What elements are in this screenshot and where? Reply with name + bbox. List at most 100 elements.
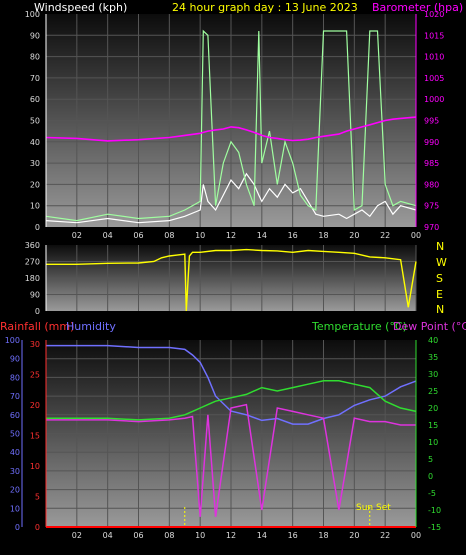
x-tick-label: 12 [226, 231, 236, 240]
baro-y-tick-label: 975 [424, 202, 439, 211]
humidity-y-tick-label: 10 [10, 504, 20, 513]
compass-s: S [436, 272, 443, 285]
x-tick-label: 16 [288, 231, 298, 240]
wind-axis-title: Windspeed (kph) [34, 1, 127, 14]
temp-y-tick-label: 0 [428, 472, 433, 481]
x-tick-label: 18 [318, 531, 328, 540]
temp-y-tick-label: 25 [428, 387, 438, 396]
x-tick-label: 16 [288, 531, 298, 540]
direction-line [46, 248, 417, 312]
x-tick-label: 08 [164, 231, 174, 240]
temp-y-tick-label: -5 [428, 489, 436, 498]
rain-y-tick-label: 5 [35, 493, 40, 502]
temp-y-tick-label: 20 [428, 404, 438, 413]
temp-y-tick-label: 10 [428, 438, 438, 447]
x-tick-label: 06 [133, 231, 143, 240]
humidity-y-tick-label: 60 [10, 411, 20, 420]
humidity-y-tick-label: 40 [10, 448, 20, 457]
temp-y-tick-label: -15 [428, 523, 441, 532]
x-tick-label: 06 [133, 531, 143, 540]
baro-y-tick-label: 1020 [424, 10, 444, 19]
x-tick-label: 22 [380, 531, 390, 540]
dewpoint-axis-title: Dew Point (°C) [393, 320, 466, 333]
x-tick-label: 02 [72, 231, 82, 240]
x-tick-label: 22 [380, 231, 390, 240]
rain-y-tick-label: 0 [35, 523, 40, 532]
temp-y-tick-label: 40 [428, 336, 438, 345]
sunset-label: Sun Set [356, 503, 391, 513]
compass-n-top: N [436, 240, 444, 253]
humidity-y-tick-label: 90 [10, 355, 20, 364]
x-tick-label: 18 [318, 231, 328, 240]
rain-y-tick-label: 15 [30, 432, 40, 441]
wind-y-tick-label: 20 [30, 180, 40, 189]
barometer-line [45, 116, 417, 142]
wind-y-tick-label: 40 [30, 138, 40, 147]
temp-y-tick-label: -10 [428, 506, 441, 515]
humidity-y-tick-label: 20 [10, 486, 20, 495]
x-tick-label: 14 [257, 531, 267, 540]
x-tick-label: 00 [411, 231, 421, 240]
baro-y-tick-label: 1005 [424, 74, 444, 83]
x-tick-label: 02 [72, 531, 82, 540]
humidity-line [46, 344, 417, 425]
wind-y-tick-label: 10 [30, 202, 40, 211]
humidity-y-tick-label: 30 [10, 467, 20, 476]
x-tick-label: 12 [226, 531, 236, 540]
wind-y-tick-label: 50 [30, 117, 40, 126]
direction-y-tick-label: 90 [30, 291, 40, 300]
x-tick-label: 04 [103, 231, 113, 240]
rain-y-tick-label: 30 [30, 340, 40, 349]
temperature-line [46, 380, 417, 421]
humidity-y-tick-label: 80 [10, 373, 20, 382]
humidity-y-tick-label: 50 [10, 430, 20, 439]
wind-y-tick-label: 60 [30, 95, 40, 104]
baro-y-tick-label: 980 [424, 180, 439, 189]
baro-y-tick-label: 1015 [424, 31, 444, 40]
rain-y-tick-label: 20 [30, 401, 40, 410]
x-tick-label: 08 [164, 531, 174, 540]
humidity-y-tick-label: 0 [15, 523, 20, 532]
baro-y-tick-label: 1000 [424, 95, 444, 104]
baro-y-tick-label: 995 [424, 117, 439, 126]
temp-y-tick-label: 5 [428, 455, 433, 464]
x-tick-label: 00 [411, 531, 421, 540]
baro-y-tick-label: 990 [424, 138, 439, 147]
compass-n-bottom: N [436, 303, 444, 316]
wind-y-tick-label: 70 [30, 74, 40, 83]
temp-y-tick-label: 15 [428, 421, 438, 430]
direction-y-tick-label: 0 [35, 307, 40, 316]
x-tick-label: 14 [257, 231, 267, 240]
baro-y-tick-label: 1010 [424, 53, 444, 62]
wind-y-tick-label: 100 [25, 10, 40, 19]
direction-y-tick-label: 180 [25, 274, 40, 283]
baro-y-tick-label: 985 [424, 159, 439, 168]
wind-y-tick-label: 90 [30, 31, 40, 40]
wind-line [45, 172, 417, 224]
humidity-y-tick-label: 70 [10, 392, 20, 401]
temperature-axis-title: Temperature (°C) [311, 320, 407, 333]
gust-line [45, 29, 417, 222]
humidity-y-tick-label: 100 [5, 336, 20, 345]
x-tick-label: 20 [349, 231, 359, 240]
wind-y-tick-label: 30 [30, 159, 40, 168]
wind-y-tick-label: 0 [35, 223, 40, 232]
direction-y-tick-label: 270 [25, 258, 40, 267]
x-tick-label: 20 [349, 531, 359, 540]
temp-y-tick-label: 30 [428, 370, 438, 379]
baro-y-tick-label: 970 [424, 223, 439, 232]
rain-y-tick-label: 10 [30, 462, 40, 471]
chart-title: 24 hour graph day : 13 June 2023 [172, 1, 358, 14]
humidity-axis-title: Humidity [66, 320, 116, 333]
rain-y-tick-label: 25 [30, 371, 40, 380]
compass-e: E [436, 288, 443, 301]
x-tick-label: 10 [195, 531, 205, 540]
dew_point-line [46, 403, 416, 517]
barometer-axis-title: Barometer (hpa) [372, 1, 463, 14]
temp-y-tick-label: 35 [428, 353, 438, 362]
x-tick-label: 04 [103, 531, 113, 540]
direction-y-tick-label: 360 [25, 241, 40, 250]
wind-y-tick-label: 80 [30, 53, 40, 62]
x-tick-label: 10 [195, 231, 205, 240]
